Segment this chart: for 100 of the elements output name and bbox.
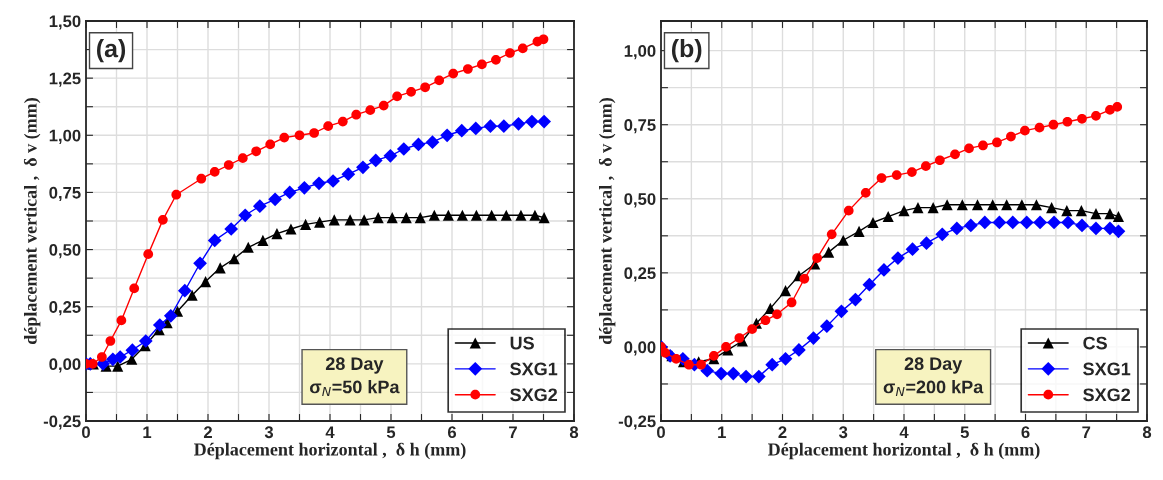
point <box>1077 113 1087 124</box>
x-tick-label: 2 <box>778 426 787 438</box>
point <box>97 352 107 362</box>
point <box>1034 122 1045 133</box>
point <box>950 149 960 160</box>
point <box>300 218 312 230</box>
x-axis-title: Déplacement horizontal , δ h (mm) <box>768 442 1040 460</box>
point <box>891 170 902 180</box>
y-tick-label: 0,50 <box>49 243 81 259</box>
point <box>171 189 182 200</box>
point <box>949 221 964 236</box>
point <box>252 199 267 214</box>
annotation: (b) <box>671 39 702 63</box>
point <box>454 123 469 138</box>
x-tick-label: 5 <box>960 426 969 439</box>
legend-label: SXG2 <box>510 388 558 402</box>
point <box>505 48 515 58</box>
point <box>406 87 416 97</box>
legend-label: US <box>510 336 534 350</box>
point <box>477 59 487 70</box>
point <box>448 68 459 79</box>
y-tick-label: -0,25 <box>43 415 81 430</box>
y-tick-label: -0,25 <box>618 415 656 430</box>
point <box>237 153 248 163</box>
point <box>853 225 865 237</box>
point <box>434 75 445 86</box>
y-tick-label: 1,50 <box>49 15 81 30</box>
point <box>279 132 290 143</box>
point <box>163 308 178 323</box>
y-tick-label: 1,25 <box>49 72 81 87</box>
annotation: (a) <box>97 39 126 63</box>
point <box>486 209 498 221</box>
point <box>934 155 945 166</box>
point <box>882 211 894 223</box>
x-tick-label: 4 <box>325 426 335 438</box>
point <box>1019 215 1034 230</box>
point <box>721 342 731 352</box>
point <box>177 283 192 298</box>
point <box>792 343 806 357</box>
point <box>538 34 549 45</box>
point <box>112 360 124 372</box>
point <box>927 202 939 214</box>
point <box>440 128 454 143</box>
x-tick-label: 0 <box>82 426 90 439</box>
point <box>337 116 348 127</box>
y-tick-label: 0,50 <box>624 193 656 208</box>
annotation: 28 Day <box>904 357 963 374</box>
point <box>823 246 835 258</box>
point <box>1075 218 1089 233</box>
point <box>456 209 468 221</box>
point <box>935 227 950 242</box>
point <box>1090 208 1102 220</box>
point <box>1091 110 1101 121</box>
x-tick-label: 6 <box>447 426 457 439</box>
point <box>442 209 454 221</box>
point <box>538 212 550 224</box>
point <box>356 160 370 175</box>
point <box>396 142 411 156</box>
point <box>515 209 527 221</box>
point <box>739 369 753 384</box>
x-tick-label: 3 <box>839 426 848 439</box>
point <box>341 167 356 182</box>
x-tick-label: 8 <box>569 426 579 439</box>
point <box>257 234 269 246</box>
y-axis-title: déplacement vertical , δ v (mm) <box>23 98 41 345</box>
point <box>517 43 528 54</box>
point <box>271 228 283 240</box>
point <box>411 137 426 152</box>
point <box>1062 116 1073 127</box>
point <box>734 333 745 343</box>
legend-label: CS <box>1083 336 1107 350</box>
x-tick-label: 3 <box>264 426 274 439</box>
x-tick-label: 1 <box>718 426 726 438</box>
point <box>860 187 871 198</box>
point <box>778 351 793 366</box>
point <box>251 146 262 157</box>
point <box>760 315 771 326</box>
point <box>200 276 212 288</box>
point <box>511 116 526 131</box>
point <box>297 180 312 195</box>
point <box>1047 215 1061 230</box>
annotation: σ$_{N}$=50 kPa <box>309 380 400 397</box>
point <box>491 55 501 65</box>
point <box>837 234 849 246</box>
point <box>158 215 168 225</box>
x-tick-label: 8 <box>1142 426 1152 439</box>
point <box>309 128 319 138</box>
point <box>1111 224 1126 239</box>
point <box>779 285 792 297</box>
point <box>799 273 810 284</box>
point <box>772 309 782 320</box>
point <box>700 363 715 378</box>
y-tick-label: 1,00 <box>49 129 81 144</box>
point <box>207 233 222 248</box>
point <box>1112 102 1123 112</box>
point <box>470 209 482 221</box>
point <box>1030 199 1042 211</box>
point <box>138 334 153 348</box>
point <box>1089 221 1103 236</box>
point <box>843 205 854 216</box>
